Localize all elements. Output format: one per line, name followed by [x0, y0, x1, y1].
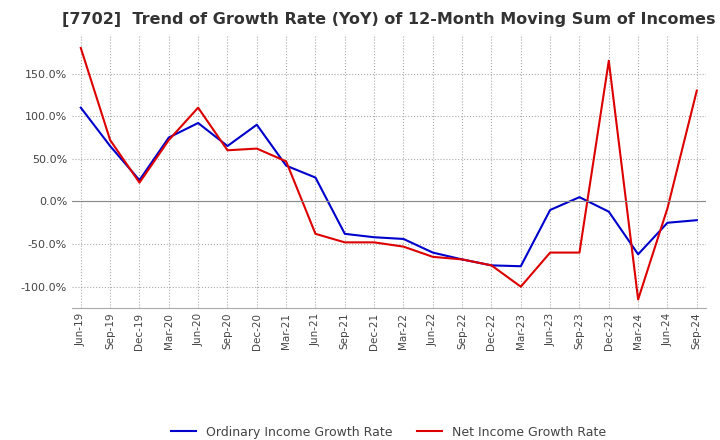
Line: Ordinary Income Growth Rate: Ordinary Income Growth Rate [81, 108, 697, 266]
Net Income Growth Rate [487, 263, 496, 268]
Net Income Growth Rate [341, 240, 349, 245]
Net Income Growth Rate [253, 146, 261, 151]
Ordinary Income Growth Rate [487, 263, 496, 268]
Net Income Growth Rate [634, 297, 642, 302]
Net Income Growth Rate [458, 257, 467, 262]
Ordinary Income Growth Rate [282, 163, 290, 168]
Ordinary Income Growth Rate [663, 220, 672, 225]
Ordinary Income Growth Rate [223, 143, 232, 149]
Ordinary Income Growth Rate [516, 264, 525, 269]
Net Income Growth Rate [282, 159, 290, 164]
Net Income Growth Rate [399, 244, 408, 249]
Net Income Growth Rate [106, 137, 114, 143]
Ordinary Income Growth Rate [253, 122, 261, 127]
Net Income Growth Rate [311, 231, 320, 236]
Net Income Growth Rate [693, 88, 701, 93]
Ordinary Income Growth Rate [76, 105, 85, 110]
Ordinary Income Growth Rate [546, 207, 554, 213]
Ordinary Income Growth Rate [106, 143, 114, 149]
Net Income Growth Rate [76, 45, 85, 51]
Net Income Growth Rate [223, 148, 232, 153]
Net Income Growth Rate [546, 250, 554, 255]
Ordinary Income Growth Rate [693, 217, 701, 223]
Ordinary Income Growth Rate [634, 252, 642, 257]
Line: Net Income Growth Rate: Net Income Growth Rate [81, 48, 697, 300]
Ordinary Income Growth Rate [370, 235, 379, 240]
Ordinary Income Growth Rate [399, 236, 408, 242]
Ordinary Income Growth Rate [428, 250, 437, 255]
Net Income Growth Rate [575, 250, 584, 255]
Title: [7702]  Trend of Growth Rate (YoY) of 12-Month Moving Sum of Incomes: [7702] Trend of Growth Rate (YoY) of 12-… [62, 12, 716, 27]
Net Income Growth Rate [516, 284, 525, 290]
Net Income Growth Rate [164, 137, 173, 143]
Ordinary Income Growth Rate [605, 209, 613, 214]
Ordinary Income Growth Rate [341, 231, 349, 236]
Net Income Growth Rate [194, 105, 202, 110]
Ordinary Income Growth Rate [135, 177, 144, 183]
Ordinary Income Growth Rate [311, 175, 320, 180]
Net Income Growth Rate [663, 205, 672, 211]
Ordinary Income Growth Rate [164, 135, 173, 140]
Legend: Ordinary Income Growth Rate, Net Income Growth Rate: Ordinary Income Growth Rate, Net Income … [166, 421, 611, 440]
Net Income Growth Rate [370, 240, 379, 245]
Ordinary Income Growth Rate [194, 121, 202, 126]
Net Income Growth Rate [428, 254, 437, 260]
Net Income Growth Rate [605, 58, 613, 63]
Ordinary Income Growth Rate [575, 194, 584, 200]
Net Income Growth Rate [135, 180, 144, 185]
Ordinary Income Growth Rate [458, 257, 467, 262]
